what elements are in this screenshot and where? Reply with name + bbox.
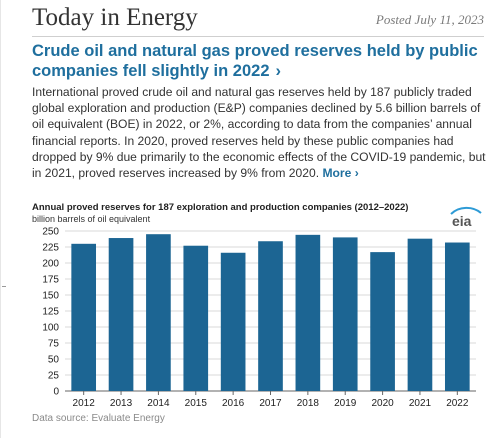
data-source: Data source: Evaluate Energy <box>32 413 165 424</box>
bar <box>444 242 470 391</box>
bar <box>258 241 283 391</box>
y-tick-label: 50 <box>48 355 60 366</box>
article-body-text: International proved crude oil and natur… <box>32 85 486 181</box>
chart-unit-label: billion barrels of oil equivalent <box>32 214 151 224</box>
article-headline[interactable]: Crude oil and natural gas proved reserve… <box>32 42 478 80</box>
y-tick-label: 150 <box>42 291 59 302</box>
more-link[interactable]: More › <box>322 166 359 181</box>
bar <box>71 243 97 391</box>
bar <box>146 234 171 391</box>
x-tick-label: 2020 <box>371 398 394 409</box>
chart-title: Annual proved reserves for 187 explorati… <box>32 202 409 213</box>
y-tick-label: 100 <box>42 323 59 334</box>
article-headline-link[interactable]: Crude oil and natural gas proved reserve… <box>32 41 482 81</box>
bar <box>332 237 358 391</box>
bar <box>220 252 246 391</box>
bar <box>295 234 321 391</box>
masthead-title: Today in Energy <box>32 4 198 31</box>
x-tick-label: 2017 <box>259 398 282 409</box>
posted-date: Posted July 11, 2023 <box>375 12 484 27</box>
bar <box>108 238 134 391</box>
y-tick-label: 75 <box>48 339 60 350</box>
headline-chevron-icon[interactable]: › <box>275 62 282 80</box>
bar-layer <box>71 234 470 391</box>
x-tick-label: 2013 <box>110 398 133 409</box>
x-tick-label: 2019 <box>334 398 357 409</box>
side-divider <box>0 0 1 438</box>
bar <box>370 252 395 391</box>
eia-logo[interactable]: eia <box>447 205 483 229</box>
bar <box>183 245 209 391</box>
masthead: Today in Energy Posted July 11, 2023 <box>32 2 484 37</box>
x-tick-label: 2014 <box>147 398 170 409</box>
x-tick-label: 2022 <box>446 398 469 409</box>
y-tick-label: 175 <box>42 275 59 286</box>
y-tick-label: 225 <box>42 243 59 254</box>
side-tick <box>2 286 6 287</box>
eia-logo-text: eia <box>452 213 472 229</box>
eia-logo-arc <box>450 206 482 215</box>
y-tick-label: 250 <box>42 227 59 238</box>
x-tick-label: 2016 <box>222 398 245 409</box>
y-tick-label: 25 <box>48 371 60 382</box>
bar <box>407 238 433 391</box>
article-body: International proved crude oil and natur… <box>32 84 487 181</box>
x-tick-label: 2021 <box>409 398 432 409</box>
label-layer: 0 25 50 75 100 125 150 175 200 225 250 2012 2013 2014… <box>42 227 469 410</box>
x-tick-label: 2015 <box>185 398 208 409</box>
x-tick-label: 2012 <box>73 398 96 409</box>
y-tick-label: 0 <box>53 387 59 398</box>
y-tick-label: 125 <box>42 307 59 318</box>
y-tick-label: 200 <box>42 259 59 270</box>
x-tick-label: 2018 <box>297 398 320 409</box>
